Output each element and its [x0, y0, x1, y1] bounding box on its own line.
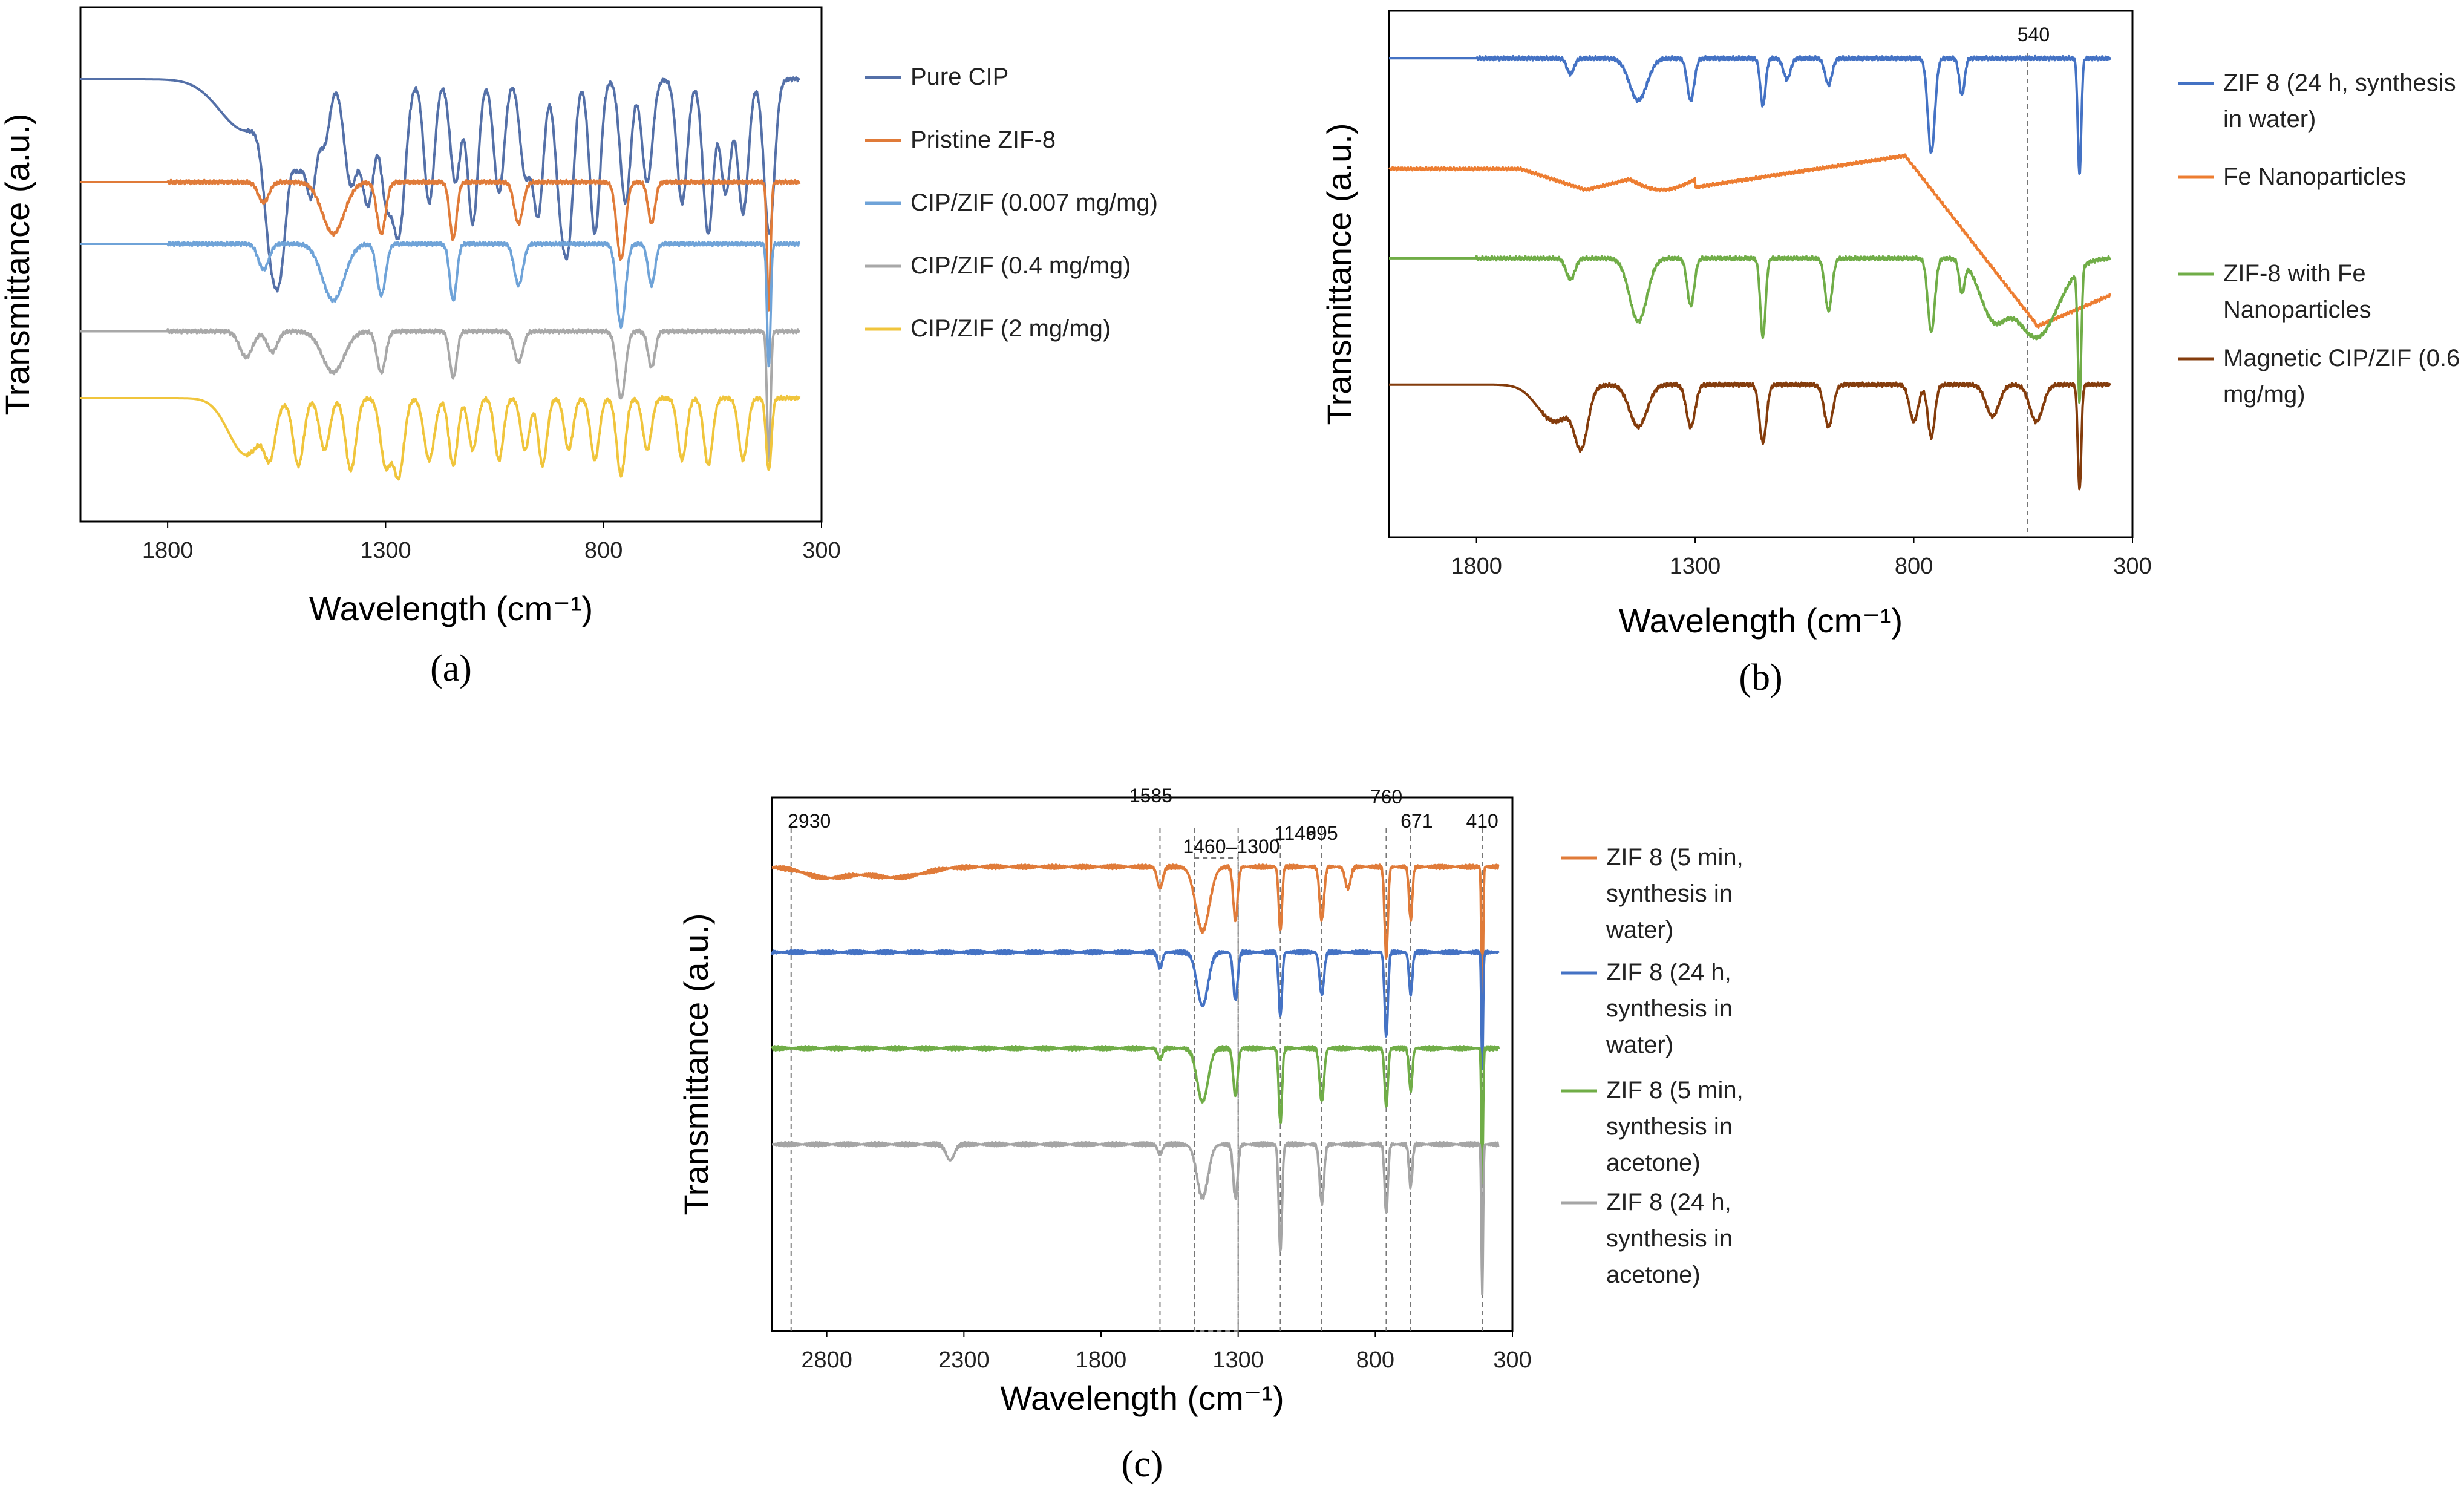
legend-label-line: synthesis in	[1606, 880, 1733, 907]
x-tick-label: 1300	[360, 538, 411, 563]
annotation-label: 540	[2018, 24, 2050, 45]
legend-label-line: acetone)	[1606, 1262, 1701, 1288]
x-tick-label: 300	[1493, 1347, 1531, 1373]
legend-label-line: Pristine ZIF-8	[910, 126, 1056, 153]
legend-label: CIP/ZIF (0.007 mg/mg)	[910, 189, 1158, 216]
series-line-zif-8-24-h-synthesis-in-water-	[771, 949, 1500, 1070]
legend-label-line: CIP/ZIF (0.4 mg/mg)	[910, 252, 1131, 279]
x-tick-label: 300	[802, 538, 840, 563]
plot-area-frame	[1388, 10, 2134, 538]
annotation-label: 410	[1466, 810, 1498, 832]
legend-label-line: Nanoparticles	[2223, 296, 2371, 323]
x-tick-label: 1300	[1212, 1347, 1264, 1373]
series-line-cip-zif-2-mg-mg-	[79, 394, 801, 481]
legend-label-line: ZIF 8 (24 h,	[1606, 1189, 1731, 1216]
x-tick-label: 2300	[938, 1347, 990, 1373]
range-annotation-label: 1460–1300	[1183, 836, 1279, 857]
legend-label-line: ZIF-8 with Fe	[2223, 260, 2366, 287]
annotation-label: 671	[1400, 810, 1433, 832]
legend-label: Pristine ZIF-8	[910, 126, 1056, 153]
plot-area-frame	[771, 796, 1514, 1332]
legend-label-line: CIP/ZIF (0.007 mg/mg)	[910, 189, 1158, 216]
panel-c: 2800 2300 1800 1300 800 300 Wavelength (cm⁻¹) T…	[677, 785, 1743, 1485]
plot-area-frame	[79, 6, 823, 523]
legend-label-line: Pure CIP	[910, 64, 1008, 90]
x-tick-label: 1300	[1670, 554, 1721, 579]
y-axis-label: Transmittance (a.u.)	[0, 114, 36, 416]
panel-caption: (a)	[430, 648, 472, 689]
legend-label-line: ZIF 8 (24 h, synthesis	[2223, 70, 2456, 96]
legend-label: ZIF 8 (24 h, synthesis in water)	[1606, 959, 1733, 1058]
x-tick-label: 800	[1356, 1347, 1394, 1373]
y-axis-label: Transmittance (a.u.)	[677, 914, 715, 1216]
panel-b: 1800 1300 800 300 Wavelength (cm⁻¹) Transmitt…	[1320, 10, 2460, 698]
legend-label-line: CIP/ZIF (2 mg/mg)	[910, 315, 1111, 342]
legend-label-line: Fe Nanoparticles	[2223, 163, 2406, 190]
legend-label: ZIF 8 (5 min, synthesis in acetone)	[1606, 1077, 1743, 1176]
panel-caption: (b)	[1739, 657, 1782, 698]
annotation-label: 760	[1370, 786, 1402, 808]
legend-label-line: ZIF 8 (5 min,	[1606, 844, 1743, 871]
panel-a: 1800 1300 800 300 Wavelength (cm⁻¹) Transmitt…	[0, 6, 1158, 689]
series-line-pure-cip	[79, 76, 801, 293]
series-line-zif-8-5-min-synthesis-in-water-	[771, 863, 1500, 1028]
annotation-label: 995	[1306, 822, 1338, 844]
legend-label-line: ZIF 8 (5 min,	[1606, 1077, 1743, 1104]
series-line-cip-zif-0-4-mg-mg-	[79, 328, 801, 462]
x-tick-label: 1800	[142, 538, 194, 563]
series-line-magnetic-cip-zif-0-6-mg-mg-	[1388, 381, 2111, 491]
legend-label: ZIF 8 (24 h, synthesis in acetone)	[1606, 1189, 1733, 1288]
series-line-pristine-zif-8	[79, 178, 801, 312]
series-line-zif-8-with-fe-nanoparticles	[1388, 255, 2112, 404]
legend-label-line: water)	[1606, 917, 1673, 943]
x-tick-label: 300	[2113, 554, 2151, 579]
annotation-label: 1146	[1275, 822, 1316, 844]
legend-label: ZIF-8 with Fe Nanoparticles	[2223, 260, 2371, 323]
range-annotation-box	[1194, 857, 1239, 1332]
series-line-zif-8-24-h-synthesis-in-water-	[1388, 54, 2111, 175]
annotation-label: 2930	[788, 810, 831, 832]
x-axis-label: Wavelength (cm⁻¹)	[1619, 601, 1903, 640]
legend-label-line: ZIF 8 (24 h,	[1606, 959, 1731, 986]
legend-label-line: acetone)	[1606, 1150, 1701, 1176]
legend-label-line: in water)	[2223, 106, 2316, 133]
legend-label-line: mg/mg)	[2223, 381, 2306, 408]
legend-label: CIP/ZIF (2 mg/mg)	[910, 315, 1111, 342]
legend-label: CIP/ZIF (0.4 mg/mg)	[910, 252, 1131, 279]
legend-label: ZIF 8 (24 h, synthesis in water)	[2223, 70, 2456, 133]
series-line-zif-8-5-min-synthesis-in-acetone-	[771, 1045, 1500, 1185]
legend-label: ZIF 8 (5 min, synthesis in water)	[1606, 844, 1743, 943]
legend-label-line: synthesis in	[1606, 1113, 1733, 1140]
x-tick-label: 1800	[1451, 554, 1502, 579]
series-line-fe-nanoparticles	[1388, 153, 2111, 329]
series-line-cip-zif-0-007-mg-mg-	[79, 240, 801, 368]
legend-label: Magnetic CIP/ZIF (0.6 mg/mg)	[2223, 345, 2460, 408]
y-axis-label: Transmittance (a.u.)	[1320, 123, 1358, 425]
legend-label-line: water)	[1606, 1032, 1673, 1058]
x-axis-label: Wavelength (cm⁻¹)	[1000, 1379, 1284, 1417]
legend-label-line: synthesis in	[1606, 1225, 1733, 1252]
legend-label-line: synthesis in	[1606, 995, 1733, 1022]
legend-label: Fe Nanoparticles	[2223, 163, 2406, 190]
x-tick-label: 1800	[1076, 1347, 1127, 1373]
annotation-label: 1585	[1129, 785, 1172, 807]
panel-caption: (c)	[1122, 1444, 1163, 1485]
series-line-zif-8-24-h-synthesis-in-acetone-	[771, 1141, 1500, 1295]
x-tick-label: 2800	[801, 1347, 852, 1373]
legend-label-line: Magnetic CIP/ZIF (0.6	[2223, 345, 2460, 371]
x-tick-label: 800	[584, 538, 623, 563]
x-axis-label: Wavelength (cm⁻¹)	[309, 589, 593, 627]
x-tick-label: 800	[1895, 554, 1933, 579]
legend-label: Pure CIP	[910, 64, 1008, 90]
